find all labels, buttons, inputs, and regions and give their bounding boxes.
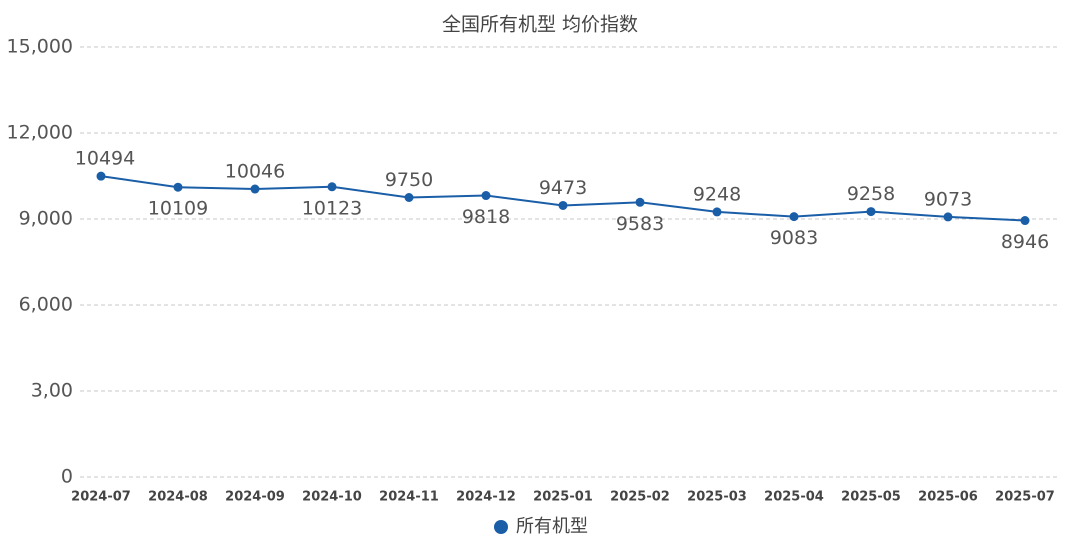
x-tick-label: 2025-06 (918, 490, 978, 505)
x-tick-label: 2024-11 (379, 490, 439, 505)
data-label: 9473 (539, 177, 587, 199)
point (1020, 216, 1030, 226)
y-tick-label: 6,000 (19, 294, 73, 316)
x-tick-label: 2025-04 (764, 490, 824, 505)
point (635, 197, 645, 207)
data-label: 9248 (693, 183, 741, 205)
x-tick-label: 2025-05 (841, 490, 901, 505)
y-tick-label: 3,00 (31, 380, 73, 402)
x-tick-label: 2024-08 (148, 490, 208, 505)
point (943, 212, 953, 222)
y-tick-label: 15,000 (7, 36, 73, 58)
point (96, 171, 106, 181)
point (712, 207, 722, 217)
y-tick-label: 0 (61, 466, 73, 488)
y-tick-label: 9,000 (19, 208, 73, 230)
point (558, 200, 568, 210)
x-tick-label: 2025-03 (687, 490, 747, 505)
data-label: 9583 (616, 213, 664, 235)
data-label: 9083 (770, 227, 818, 249)
x-tick-label: 2025-07 (995, 490, 1055, 505)
data-label: 9073 (924, 188, 972, 210)
point (250, 184, 260, 194)
data-label: 9750 (385, 169, 433, 191)
data-label: 9818 (462, 206, 510, 228)
data-label: 10494 (75, 148, 135, 170)
chart-title: 全国所有机型 均价指数 (442, 14, 638, 36)
x-tick-label: 2024-07 (71, 490, 131, 505)
x-tick-label: 2024-10 (302, 490, 362, 505)
legend-marker (494, 520, 508, 534)
data-label: 9258 (847, 183, 895, 205)
data-label: 10123 (302, 197, 362, 219)
data-label: 10109 (148, 198, 208, 220)
point (481, 191, 491, 201)
x-tick-label: 2024-09 (225, 490, 285, 505)
x-tick-label: 2025-02 (610, 490, 670, 505)
point (173, 182, 183, 192)
x-tick-label: 2025-01 (533, 490, 593, 505)
x-tick-label: 2024-12 (456, 490, 516, 505)
point (404, 193, 414, 202)
point (866, 207, 876, 217)
data-label: 8946 (1001, 231, 1049, 253)
y-tick-label: 12,000 (7, 122, 73, 144)
data-label: 10046 (225, 161, 285, 183)
legend-label: 所有机型 (516, 516, 588, 537)
point (327, 182, 337, 192)
point (789, 212, 799, 222)
